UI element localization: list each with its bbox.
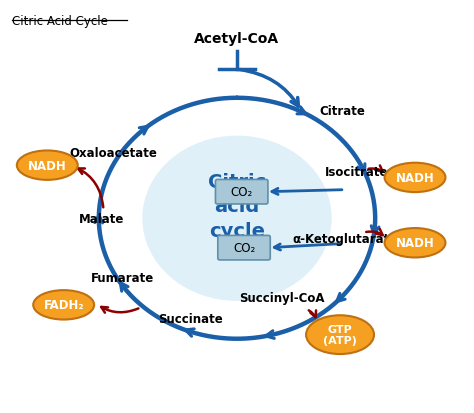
- Ellipse shape: [384, 228, 446, 258]
- Text: Succinyl-CoA: Succinyl-CoA: [239, 292, 324, 305]
- Ellipse shape: [33, 290, 94, 320]
- Text: Fumarate: Fumarate: [91, 271, 154, 284]
- Text: Citric Acid Cycle: Citric Acid Cycle: [12, 15, 108, 28]
- Ellipse shape: [306, 316, 374, 354]
- Text: NADH: NADH: [396, 237, 434, 249]
- Text: NADH: NADH: [396, 171, 434, 185]
- Text: FADH₂: FADH₂: [44, 299, 84, 311]
- Text: GTP
(ATP): GTP (ATP): [323, 324, 357, 346]
- FancyBboxPatch shape: [216, 180, 268, 204]
- Text: Acetyl-CoA: Acetyl-CoA: [194, 31, 280, 45]
- Text: Citrate: Citrate: [319, 104, 365, 117]
- Text: Oxaloacetate: Oxaloacetate: [69, 147, 157, 160]
- Text: NADH: NADH: [28, 159, 67, 172]
- Text: CO₂: CO₂: [233, 242, 255, 254]
- Text: Malate: Malate: [79, 212, 124, 225]
- Text: α-Ketoglutarate: α-Ketoglutarate: [292, 233, 397, 246]
- Text: CO₂: CO₂: [230, 186, 253, 199]
- Text: Isocitrate: Isocitrate: [325, 165, 388, 178]
- Ellipse shape: [384, 163, 446, 192]
- Ellipse shape: [17, 151, 78, 180]
- Text: Succinate: Succinate: [158, 312, 222, 325]
- Circle shape: [143, 137, 331, 301]
- FancyBboxPatch shape: [218, 236, 270, 260]
- Text: Citric
acid
cycle: Citric acid cycle: [208, 173, 266, 240]
